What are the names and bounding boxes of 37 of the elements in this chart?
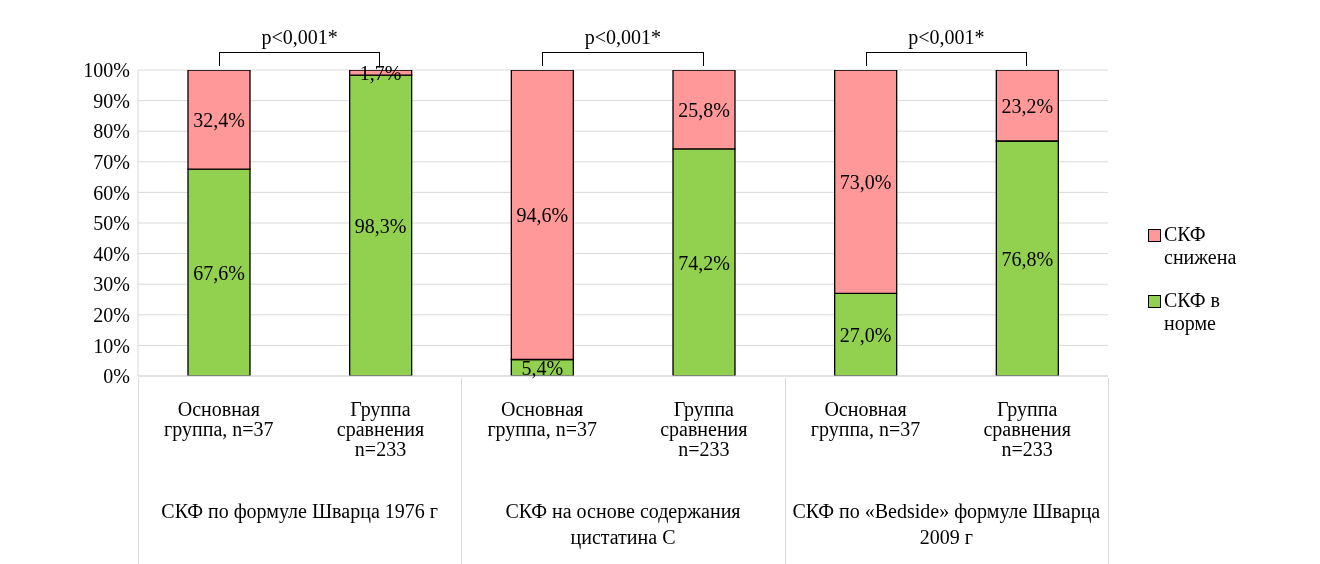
data-label: 74,2% <box>678 251 730 274</box>
y-tick-label: 30% <box>93 273 130 296</box>
x-tick-label: Группа сравнения n=233 <box>983 398 1071 461</box>
y-tick-label: 100% <box>83 59 130 82</box>
y-tick-label: 80% <box>93 120 130 143</box>
x-tick-label: Группа сравнения n=233 <box>660 398 748 461</box>
data-label: 27,0% <box>839 323 892 346</box>
data-label: 98,3% <box>354 214 407 237</box>
text: СКФ на основе содержания цистатина С <box>504 499 742 550</box>
data-label: 76,8% <box>1001 247 1054 270</box>
x-tick-label: Основная группа, n=37 <box>810 398 921 442</box>
y-tick-label: 60% <box>93 181 130 204</box>
y-tick-label: 70% <box>93 150 130 173</box>
y-tick-label: 90% <box>93 89 130 112</box>
text: p<0,001* <box>260 26 339 49</box>
x-tick-label: Основная группа, n=37 <box>487 398 597 442</box>
text: СКФ по «Bedside» формуле Шварца 2009 г <box>791 499 1102 550</box>
data-label: 67,6% <box>193 261 245 284</box>
data-label: 73,0% <box>839 170 892 193</box>
x-tick-label: Основная группа, n=37 <box>164 398 274 442</box>
legend-label: СКФ в норме <box>1164 289 1222 335</box>
data-label: 1,7% <box>359 61 402 84</box>
legend-label: СКФ снижена <box>1164 223 1238 269</box>
data-label: 23,2% <box>1001 94 1054 117</box>
data-label: 32,4% <box>193 108 245 131</box>
data-label: 94,6% <box>516 203 569 226</box>
data-label: 25,8% <box>678 98 730 121</box>
y-tick-label: 40% <box>93 242 130 265</box>
y-tick-label: 0% <box>103 365 130 388</box>
text: СКФ по формуле Шварца 1976 г <box>160 499 439 524</box>
y-tick-label: 20% <box>93 303 130 326</box>
x-tick-label: Группа сравнения n=233 <box>336 398 425 461</box>
y-tick-label: 10% <box>93 334 130 357</box>
data-label: 5,4% <box>521 356 564 379</box>
text: p<0,001* <box>583 26 663 49</box>
text: p<0,001* <box>907 26 986 49</box>
y-tick-label: 50% <box>93 212 130 235</box>
